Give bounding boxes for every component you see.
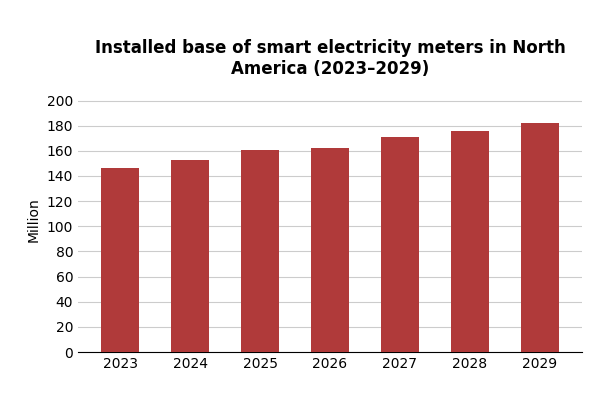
- Bar: [311, 148, 349, 352]
- Title: Installed base of smart electricity meters in North
America (2023–2029): Installed base of smart electricity mete…: [95, 39, 565, 78]
- Bar: [521, 123, 559, 352]
- Bar: [381, 137, 419, 352]
- Bar: [451, 131, 489, 352]
- Bar: [171, 160, 209, 352]
- Bar: [101, 168, 139, 352]
- Y-axis label: Million: Million: [27, 198, 41, 242]
- Bar: [241, 150, 279, 352]
